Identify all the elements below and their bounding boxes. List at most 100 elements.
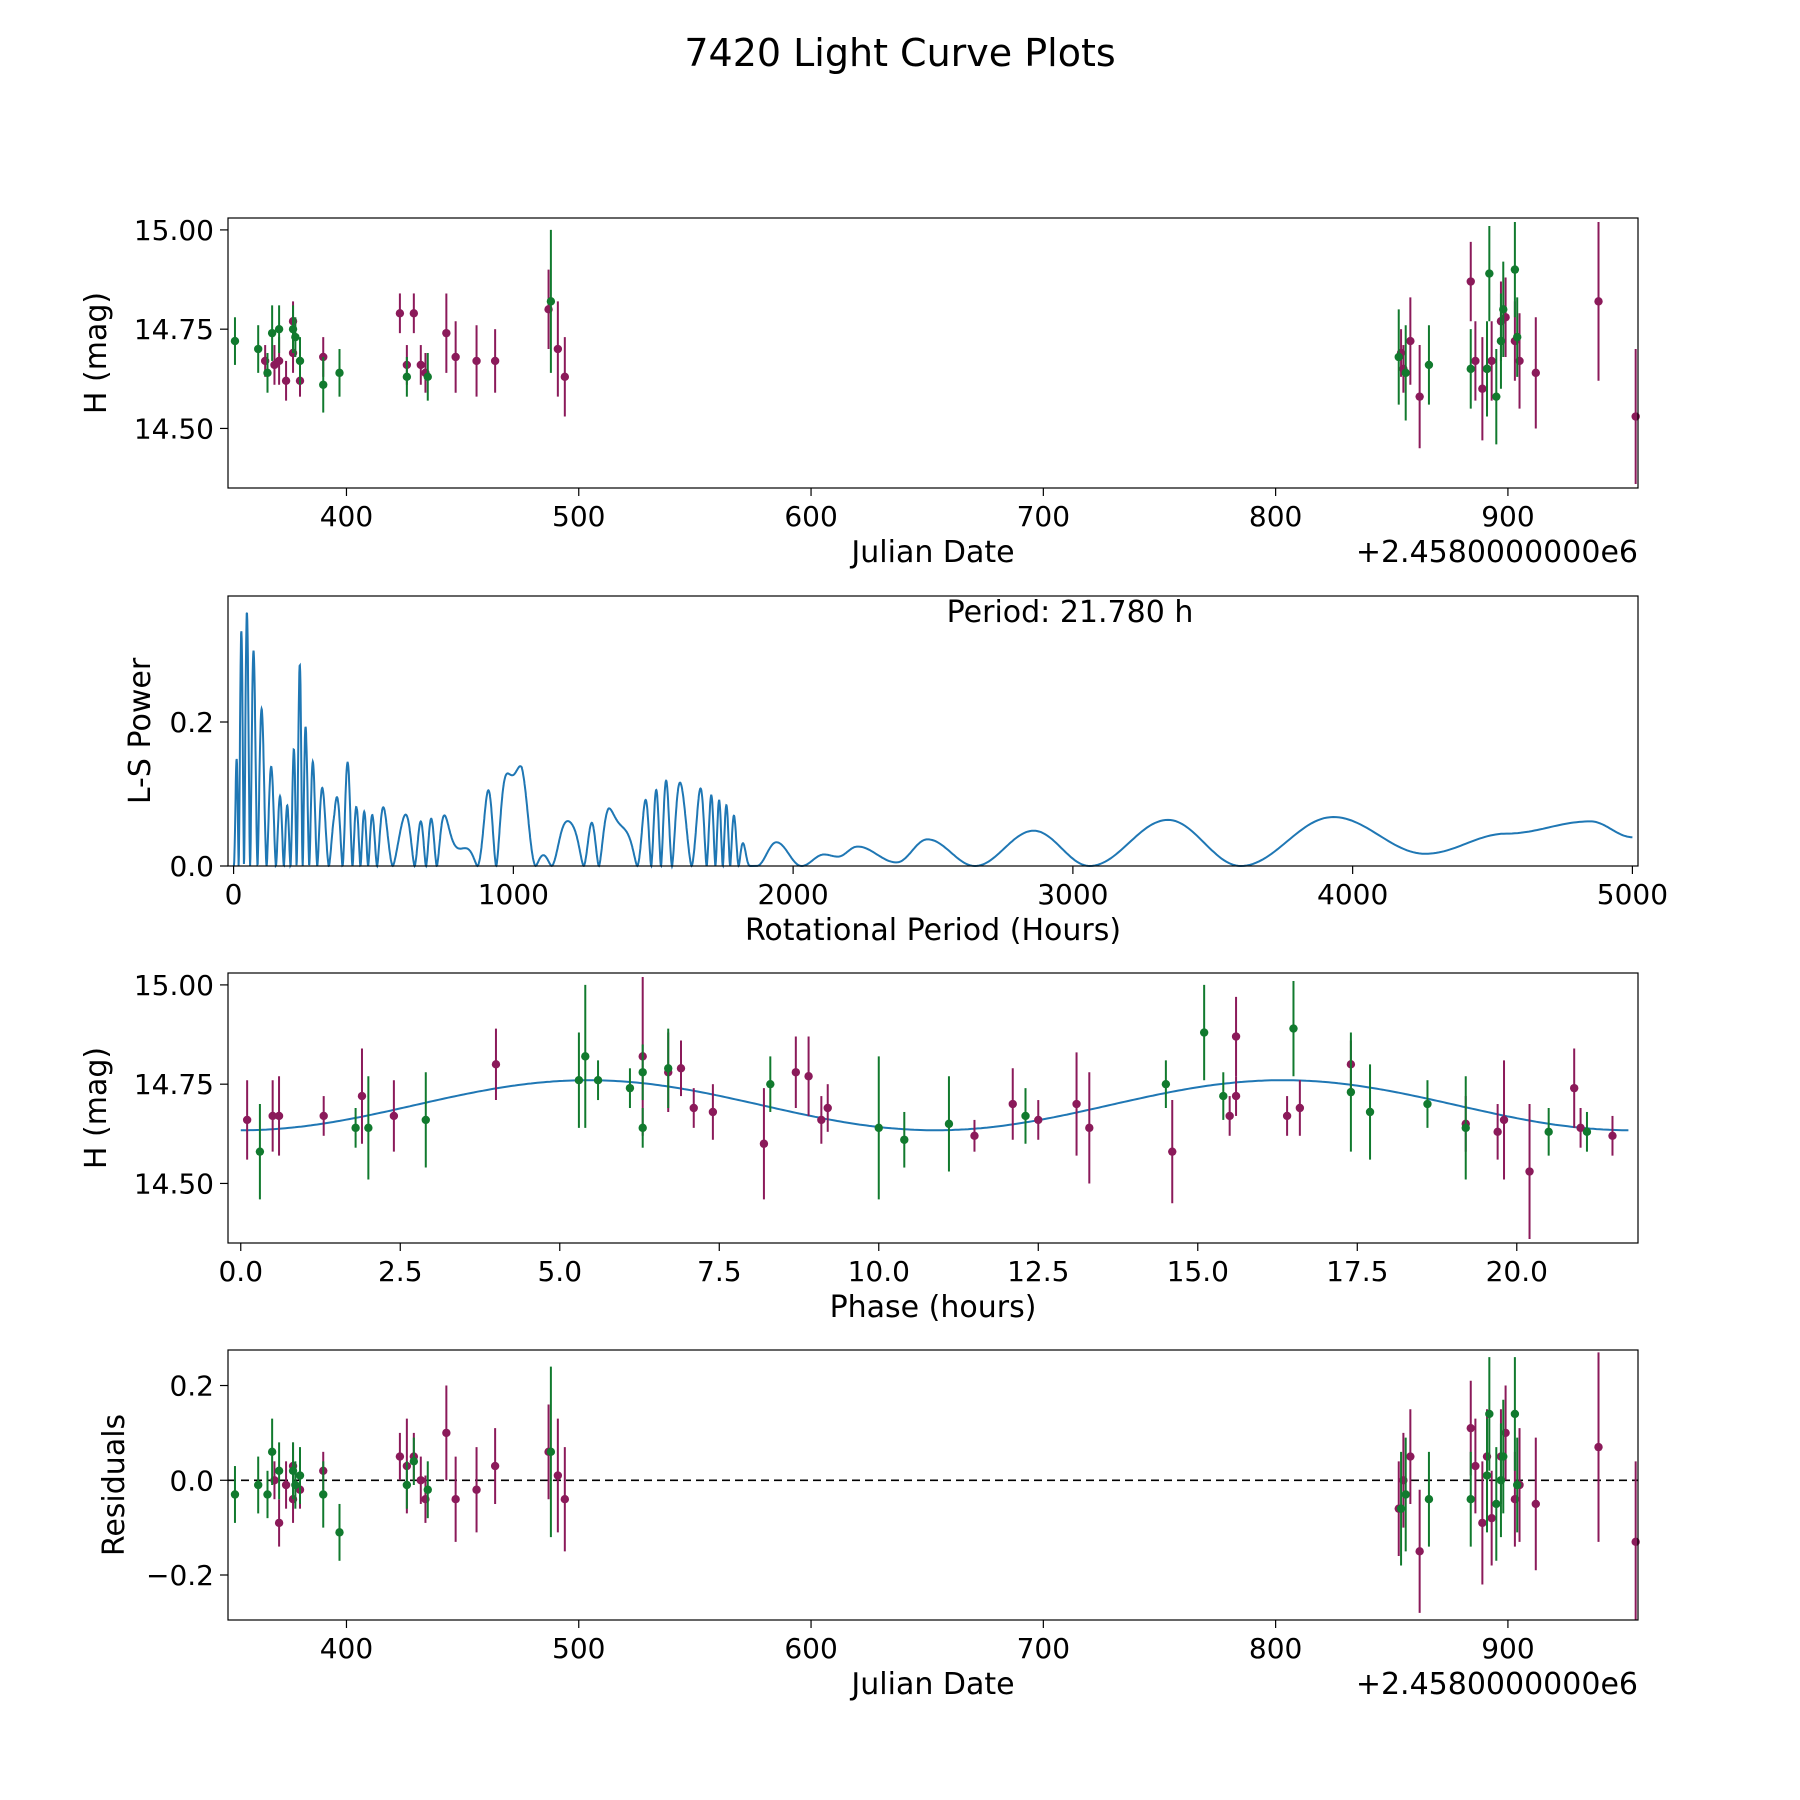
residuals-point: [1478, 1518, 1487, 1528]
phased-point: [676, 1064, 686, 1073]
phased-ticks: 0.0 2.5 5.0 7.5 10.0 12.5 15.0 17.5 20.0 14.50 14.…: [134, 969, 1548, 1288]
periodogram-line: [232, 612, 1633, 870]
period-annotation: Period: 21.780 h: [947, 595, 1194, 630]
phased-xlabel: Phase (hours): [830, 1290, 1037, 1325]
phased-ytick-label: 15.00: [134, 969, 214, 1002]
lightcurve-point: [319, 380, 328, 389]
figure-title: 7420 Light Curve Plots: [684, 31, 1115, 75]
residuals-point: [335, 1528, 344, 1537]
phased-point: [823, 1103, 832, 1113]
lightcurve-panel: 400 500 600 700 800 900 14.50 14.75 15.00 Julian…: [79, 214, 1640, 570]
phased-xtick-label: 7.5: [697, 1255, 742, 1288]
periodogram-ytick-label: 0.2: [169, 706, 214, 739]
residuals-point: [1499, 1452, 1508, 1461]
lightcurve-point: [274, 356, 284, 366]
lightcurve-xtick-label: 800: [1249, 500, 1302, 533]
residuals-point: [1396, 1504, 1406, 1513]
lightcurve-point: [402, 372, 412, 382]
phased-point: [874, 1123, 883, 1133]
lightcurve-point: [253, 344, 263, 354]
residuals-point: [472, 1485, 481, 1494]
residuals-xlabel: Julian Date: [849, 1667, 1014, 1702]
phased-xtick-label: 2.5: [378, 1255, 423, 1288]
residuals-xtick-label: 900: [1481, 1632, 1534, 1665]
periodogram-xtick-label: 5000: [1597, 878, 1668, 911]
lightcurve-ticks: 400 500 600 700 800 900 14.50 14.75 15.00: [134, 214, 1535, 533]
phased-axes-frame: [227, 972, 1639, 1244]
residuals-point: [442, 1428, 451, 1438]
phased-point: [1608, 1131, 1617, 1140]
phased-point: [1582, 1127, 1592, 1137]
residuals-point: [553, 1471, 563, 1480]
lightcurve-point: [1510, 265, 1520, 274]
lightcurve-point: [335, 368, 344, 378]
residuals-ytick-label: −0.2: [146, 1559, 214, 1592]
phased-point: [708, 1107, 718, 1117]
lightcurve-point: [416, 360, 426, 370]
lightcurve-point: [1394, 352, 1403, 362]
lightcurve-point: [1415, 392, 1424, 401]
phased-point: [1569, 1083, 1579, 1093]
phased-point: [1219, 1091, 1228, 1101]
residuals-point: [1492, 1499, 1501, 1509]
phased-point: [1493, 1127, 1502, 1137]
phased-xtick-label: 12.5: [1007, 1255, 1069, 1288]
residuals-point: [416, 1476, 426, 1485]
residuals-marks: [228, 1352, 1640, 1620]
lightcurve-point: [1478, 384, 1487, 393]
lightcurve-point: [1485, 269, 1494, 278]
residuals-point: [274, 1466, 284, 1475]
phased-point: [364, 1123, 373, 1133]
periodogram-xtick-label: 1000: [478, 878, 549, 911]
lightcurve-xtick-label: 900: [1481, 500, 1534, 533]
lightcurve-point: [451, 352, 460, 362]
residuals-point: [319, 1490, 328, 1499]
lightcurve-point: [291, 332, 300, 342]
residuals-point: [291, 1480, 300, 1490]
residuals-point: [402, 1480, 412, 1490]
phased-marks: [240, 976, 1629, 1240]
phased-point: [1021, 1111, 1030, 1121]
residuals-ticks: 400 500 600 700 800 900 −0.2 0.0 0.2: [146, 1370, 1535, 1665]
lightcurve-point: [230, 336, 240, 346]
residuals-panel: 400 500 600 700 800 900 −0.2 0.0 0.2 Julian Date…: [97, 1349, 1640, 1702]
periodogram-xtick-label: 4000: [1317, 878, 1388, 911]
residuals-point: [1406, 1452, 1415, 1461]
phased-point: [1544, 1127, 1553, 1137]
phased-point: [638, 1123, 647, 1133]
periodogram-xlabel: Rotational Period (Hours): [745, 913, 1121, 948]
phased-point: [944, 1119, 954, 1129]
residuals-point: [560, 1495, 570, 1504]
phased-point: [1289, 1024, 1298, 1033]
phased-point: [759, 1139, 769, 1148]
lightcurve-point: [1401, 368, 1410, 378]
lightcurve-point: [1631, 412, 1640, 421]
residuals-point: [230, 1490, 240, 1499]
phased-point: [581, 1052, 590, 1061]
lightcurve-point: [553, 344, 563, 354]
phased-model-curve: [240, 1079, 1629, 1132]
residuals-point: [1424, 1495, 1434, 1504]
lightcurve-point: [1471, 356, 1480, 366]
phased-point: [625, 1083, 635, 1093]
phased-point: [1034, 1115, 1043, 1125]
phased-point: [574, 1076, 584, 1085]
lightcurve-point: [1513, 332, 1522, 342]
periodogram-panel: 0 1000 2000 3000 4000 5000 0.0 0.2 Period: 21.7…: [123, 595, 1668, 948]
residuals-xtick-label: 700: [1017, 1632, 1070, 1665]
residuals-point: [267, 1447, 277, 1457]
residuals-xtick-label: 400: [320, 1632, 373, 1665]
residuals-point: [263, 1490, 272, 1499]
residuals-point: [1594, 1442, 1603, 1452]
lightcurve-offset-label: +2.4580000000e6: [1356, 535, 1638, 570]
lightcurve-point: [263, 368, 272, 378]
residuals-point: [1482, 1471, 1492, 1480]
residuals-point: [409, 1457, 419, 1466]
lightcurve-point: [1424, 360, 1434, 370]
residuals-point: [1531, 1499, 1540, 1509]
lightcurve-xtick-label: 700: [1017, 500, 1070, 533]
lightcurve-ytick-label: 14.75: [134, 313, 214, 346]
lightcurve-point: [274, 324, 284, 334]
phased-point: [1295, 1103, 1305, 1113]
